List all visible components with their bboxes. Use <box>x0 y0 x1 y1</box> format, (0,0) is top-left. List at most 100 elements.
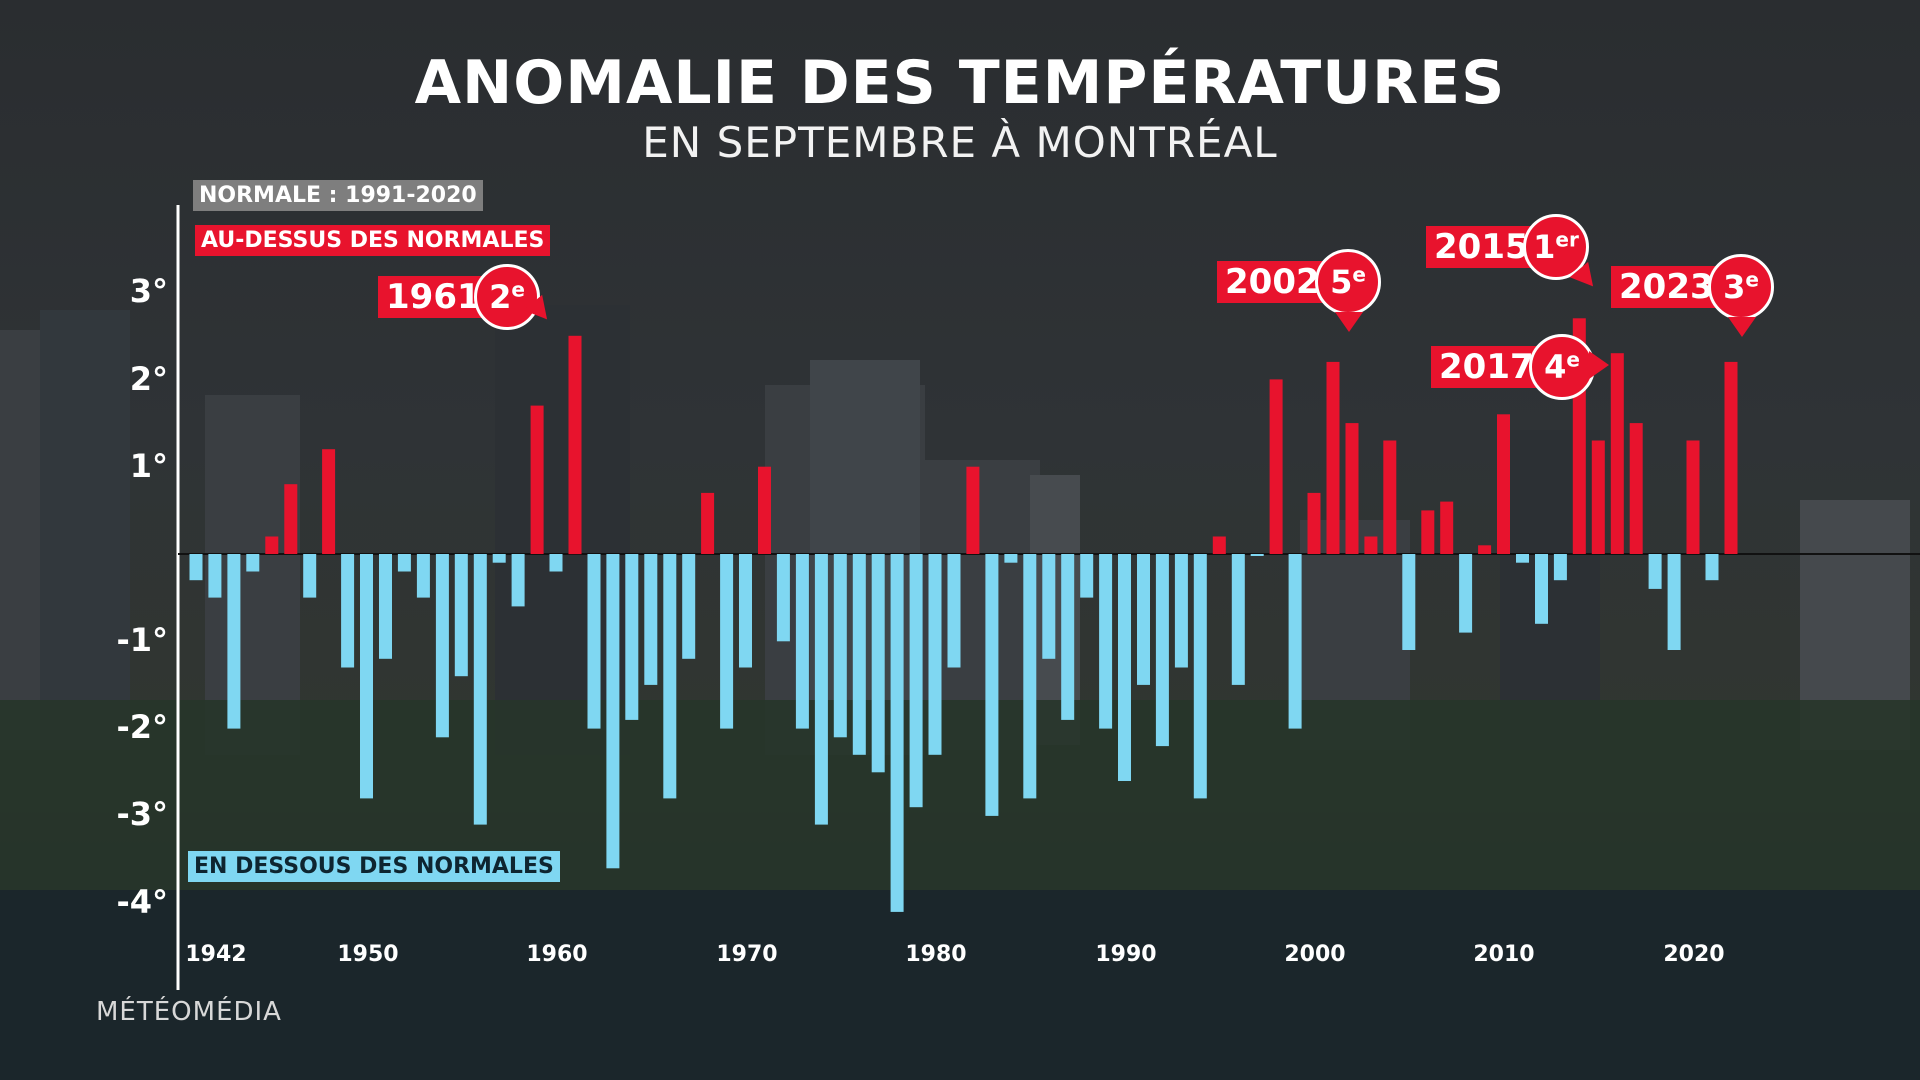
bar-2013 <box>1535 554 1548 624</box>
callout-year: 1961 <box>378 276 489 318</box>
y-tick-label: -2° <box>116 708 168 746</box>
bar-1967 <box>663 554 677 799</box>
bar-1995 <box>1193 554 1207 799</box>
bar-1945 <box>246 554 260 572</box>
bar-1966 <box>644 554 658 685</box>
bar-1969 <box>701 492 715 554</box>
bar-2016 <box>1591 440 1605 554</box>
callout-year: 2023 <box>1611 266 1722 308</box>
bar-2005 <box>1383 440 1397 554</box>
bar-1943 <box>208 554 222 598</box>
bar-1999 <box>1269 379 1283 554</box>
bar-1957 <box>473 554 487 825</box>
bar-2006 <box>1402 554 1416 650</box>
bar-1958 <box>492 554 506 563</box>
callout-2017: 2017 4e <box>1431 334 1631 400</box>
bar-2002 <box>1326 361 1340 554</box>
callout-2023: 2023 3e <box>1611 254 1811 337</box>
y-tick-label: 3° <box>129 272 168 310</box>
bar-1954 <box>416 554 430 598</box>
bar-2019 <box>1648 554 1662 589</box>
x-tick-label: 1942 <box>185 942 247 967</box>
bar-1981 <box>928 554 942 755</box>
x-tick-label: 1980 <box>905 942 967 967</box>
bar-1946 <box>265 536 279 554</box>
bar-1986 <box>1023 554 1037 799</box>
bar-1953 <box>397 554 411 572</box>
bar-1949 <box>322 449 336 554</box>
x-tick-label: 1960 <box>526 942 588 967</box>
bar-1956 <box>454 554 468 677</box>
x-tick-label: 2000 <box>1284 942 1346 967</box>
x-tick-label: 1950 <box>337 942 399 967</box>
rank-badge: 3e <box>1708 254 1774 320</box>
bar-2008 <box>1440 501 1454 554</box>
bar-1970 <box>720 554 734 729</box>
bar-1959 <box>511 554 525 607</box>
bar-1985 <box>1004 554 1018 563</box>
callout-pointer <box>1335 312 1363 332</box>
bar-1987 <box>1042 554 1056 659</box>
bar-1992 <box>1137 554 1150 685</box>
callout-2002: 2002 5e <box>1217 249 1417 332</box>
y-tick-label: 1° <box>129 447 168 485</box>
bar-1951 <box>360 554 373 799</box>
bar-1994 <box>1174 554 1188 668</box>
y-tick-label: -1° <box>116 621 168 659</box>
bar-2000 <box>1288 554 1302 729</box>
bar-2004 <box>1364 536 1378 554</box>
bar-2014 <box>1553 554 1567 581</box>
y-tick-label: -4° <box>116 883 168 921</box>
callout-pointer <box>1728 317 1756 337</box>
bar-1942 <box>189 554 203 581</box>
bar-2011 <box>1497 414 1510 554</box>
bar-1990 <box>1099 554 1113 729</box>
x-tick-label: 2010 <box>1473 942 1535 967</box>
callout-year: 2015 <box>1426 226 1537 268</box>
bar-1975 <box>814 554 828 825</box>
rank-badge: 2e <box>474 264 540 330</box>
bar-2009 <box>1459 554 1473 633</box>
bar-2023 <box>1724 361 1738 554</box>
chart-title: ANOMALIE DES TEMPÉRATURES <box>414 48 1506 118</box>
bar-1971 <box>739 554 752 668</box>
brand-logo-text: MÉTÉOMÉDIA <box>96 997 282 1027</box>
bar-1947 <box>284 484 298 554</box>
bar-2012 <box>1516 554 1529 563</box>
bar-2018 <box>1629 423 1643 554</box>
callout-1961: 1961 2e <box>378 264 568 330</box>
bar-1961 <box>549 554 563 572</box>
x-tick-label: 2020 <box>1663 942 1725 967</box>
rank-badge: 1er <box>1523 214 1589 280</box>
bar-1952 <box>379 554 392 659</box>
callout-2015: 2015 1er <box>1426 214 1626 295</box>
bar-1997 <box>1231 554 1245 685</box>
bar-1965 <box>625 554 639 720</box>
bar-2022 <box>1705 554 1719 581</box>
bars-group <box>189 318 1738 912</box>
bar-1991 <box>1118 554 1131 781</box>
y-tick-label: -3° <box>116 795 168 833</box>
x-tick-label: 1990 <box>1095 942 1157 967</box>
bar-1993 <box>1155 554 1169 747</box>
bar-1950 <box>341 554 355 668</box>
bar-2010 <box>1478 545 1492 554</box>
bar-1978 <box>871 554 885 773</box>
callout-year: 2002 <box>1217 261 1328 303</box>
bar-1948 <box>303 554 317 598</box>
bar-1960 <box>530 405 544 554</box>
bar-1968 <box>682 554 696 659</box>
bar-1944 <box>227 554 241 729</box>
rank-badge: 4e <box>1529 334 1595 400</box>
bar-2003 <box>1345 423 1359 554</box>
bar-1977 <box>852 554 866 755</box>
bar-1973 <box>776 554 790 642</box>
bar-1976 <box>833 554 847 738</box>
bar-1984 <box>985 554 999 816</box>
bar-1963 <box>587 554 601 729</box>
bar-1955 <box>435 554 449 738</box>
rank-badge: 5e <box>1315 249 1381 315</box>
bar-2021 <box>1686 440 1700 554</box>
